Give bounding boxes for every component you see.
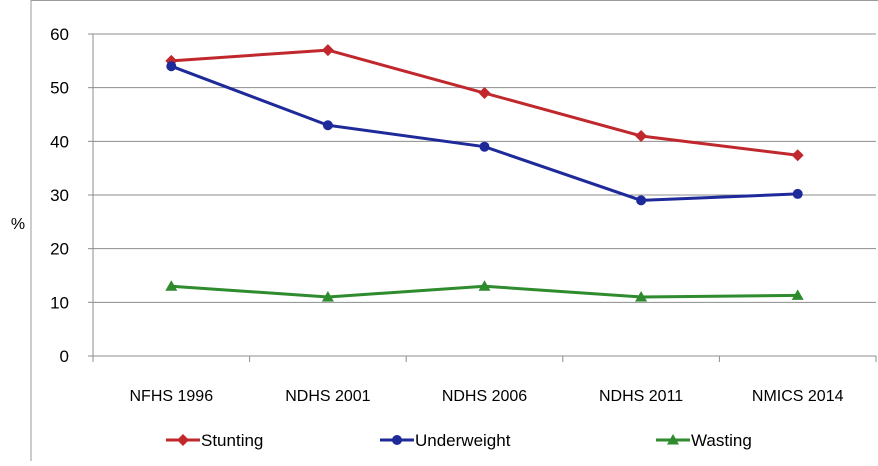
legend-item-underweight: Underweight bbox=[380, 431, 511, 450]
series-stunting bbox=[165, 44, 804, 162]
series-wasting bbox=[165, 280, 804, 302]
data-point bbox=[635, 290, 648, 302]
legend-item-stunting: Stunting bbox=[166, 431, 263, 450]
y-axis-label: % bbox=[11, 216, 25, 233]
x-tick-label: NDHS 2001 bbox=[285, 388, 370, 405]
x-tick-label: NMICS 2014 bbox=[752, 388, 844, 405]
y-tick-label: 10 bbox=[50, 293, 69, 312]
x-tick-label: NDHS 2011 bbox=[599, 388, 683, 405]
data-point bbox=[478, 280, 491, 291]
data-point bbox=[636, 195, 647, 206]
data-point bbox=[166, 61, 177, 72]
data-point bbox=[478, 87, 491, 100]
data-point bbox=[165, 280, 178, 291]
y-tick-label: 30 bbox=[50, 186, 69, 205]
data-point bbox=[792, 188, 803, 199]
legend-marker bbox=[667, 434, 679, 445]
data-point bbox=[791, 289, 804, 300]
data-point bbox=[791, 149, 804, 162]
data-point bbox=[635, 129, 648, 142]
legend-item-wasting: Wasting bbox=[656, 431, 752, 450]
legend-label: Wasting bbox=[691, 431, 752, 450]
y-tick-label: 60 bbox=[50, 25, 69, 44]
data-point bbox=[321, 290, 334, 302]
y-tick-label: 50 bbox=[50, 79, 69, 98]
legend-marker bbox=[177, 434, 189, 446]
data-point bbox=[165, 54, 178, 67]
y-tick-label: 0 bbox=[60, 347, 69, 366]
legend-marker bbox=[392, 435, 402, 445]
data-point bbox=[321, 44, 334, 57]
series-line bbox=[170, 64, 798, 202]
y-tick-label: 40 bbox=[50, 132, 69, 151]
x-tick-label: NFHS 1996 bbox=[130, 388, 214, 405]
x-tick-label: NDHS 2006 bbox=[442, 388, 527, 405]
data-point bbox=[322, 120, 333, 131]
series-underweight bbox=[166, 61, 803, 206]
data-point bbox=[479, 141, 490, 152]
legend-label: Stunting bbox=[201, 431, 263, 450]
legend-label: Underweight bbox=[415, 431, 511, 450]
y-tick-label: 20 bbox=[50, 240, 69, 259]
